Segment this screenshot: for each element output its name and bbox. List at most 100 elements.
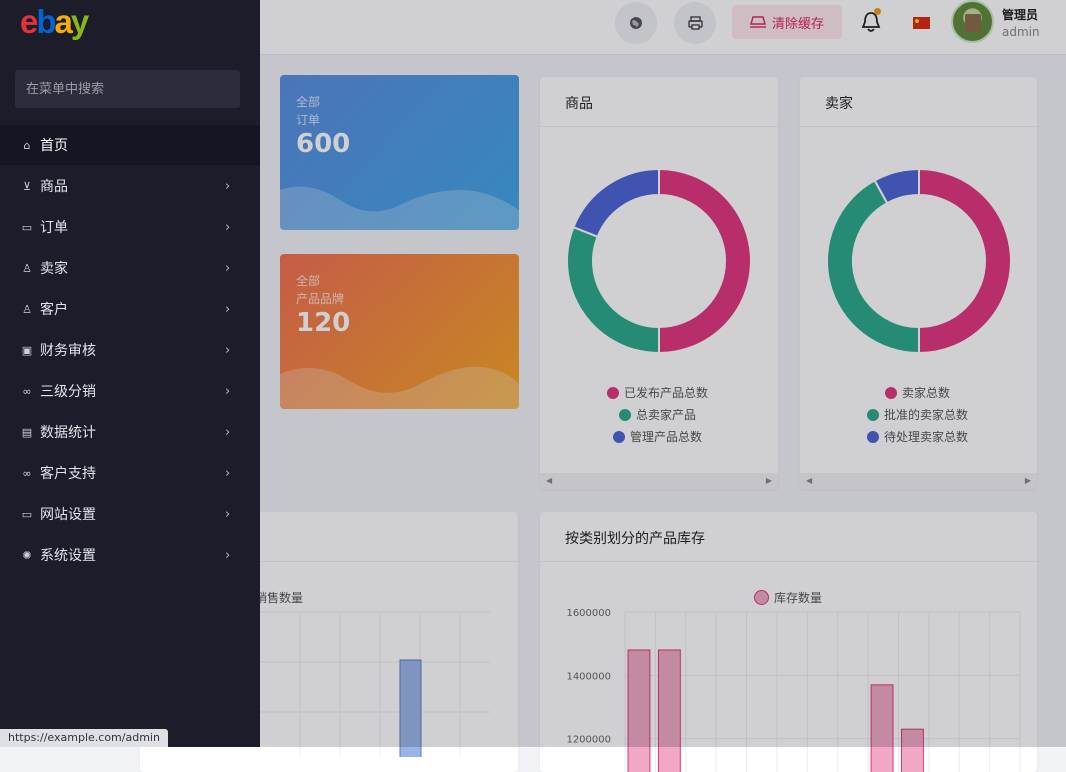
wave-decoration	[280, 186, 519, 230]
print-button[interactable]	[674, 2, 716, 44]
globe-button[interactable]	[615, 2, 657, 44]
y-tick-label: 1200000	[566, 735, 611, 746]
legend-item[interactable]: 批准的卖家总数	[867, 406, 968, 423]
scroll-right-icon[interactable]: ▶	[1024, 476, 1031, 485]
chevron-right-icon: ›	[225, 178, 231, 194]
sidebar-item[interactable]: ▣ 财务审核 ›	[0, 330, 260, 370]
horizontal-scrollbar[interactable]: ◀ ▶	[540, 473, 778, 489]
legend-dot	[613, 430, 625, 443]
home-icon: ⌂	[23, 138, 31, 152]
sidebar-item-label: 商品	[40, 179, 68, 195]
menu-search-input[interactable]	[15, 70, 240, 108]
sidebar-item-label: 客户支持	[40, 466, 96, 482]
sidebar-item[interactable]: ∞ 客户支持 ›	[0, 453, 260, 493]
notification-dot	[874, 8, 881, 15]
gear-icon: ✺	[22, 548, 32, 562]
sidebar-item-label: 首页	[40, 138, 68, 154]
legend-item[interactable]: 已发布产品总数	[607, 384, 708, 401]
donut-slice[interactable]	[658, 167, 752, 355]
donut-slice[interactable]	[918, 167, 1012, 355]
legend-item[interactable]: 管理产品总数	[613, 428, 702, 445]
sidebar-item-label: 系统设置	[40, 548, 96, 564]
logo-letter: a	[54, 3, 73, 40]
chevron-right-icon: ›	[225, 301, 231, 317]
chevron-right-icon: ›	[225, 424, 231, 440]
sidebar-item[interactable]: ♙ 卖家 ›	[0, 248, 260, 288]
donut-slice[interactable]	[826, 179, 920, 355]
users-icon: ♙	[22, 302, 32, 316]
donut-slice[interactable]	[572, 167, 660, 239]
sidebar-item-label: 网站设置	[40, 507, 96, 523]
sales-bar-chart	[230, 611, 490, 757]
legend-label: 待处理卖家总数	[884, 430, 969, 444]
sidebar-item[interactable]: ⌂ 首页	[0, 125, 260, 165]
horizontal-scrollbar[interactable]: ◀ ▶	[800, 473, 1037, 489]
chart-bar	[399, 659, 422, 757]
money-icon: ▣	[21, 343, 33, 357]
y-tick-label: 1400000	[566, 671, 611, 682]
printer-icon	[687, 16, 703, 30]
sidebar-item-label: 三级分销	[40, 384, 96, 400]
donut-slice[interactable]	[566, 225, 660, 355]
sidebar-item-label: 订单	[40, 220, 68, 236]
chart-bar[interactable]	[627, 649, 651, 772]
stock-panel: 按类别划分的产品库存 库存数量 1600000 1400000 1200000	[540, 512, 1037, 772]
donut-slice[interactable]	[873, 167, 920, 205]
sidebar-item-label: 数据统计	[40, 425, 96, 441]
total-brands-card[interactable]: 全部 产品品牌 120	[280, 254, 519, 409]
chart-bar[interactable]	[870, 684, 894, 772]
stat-caption: 产品品牌	[296, 292, 345, 306]
chart-bar[interactable]	[901, 728, 924, 772]
legend-label: 管理产品总数	[630, 430, 703, 444]
ebay-logo[interactable]: ebay	[20, 3, 89, 41]
legend-label: 库存数量	[774, 591, 823, 605]
legend-dot	[885, 386, 897, 399]
avatar[interactable]	[951, 0, 994, 43]
sidebar-item[interactable]: ▭ 订单 ›	[0, 207, 260, 247]
legend-item[interactable]: 总卖家产品	[619, 406, 696, 423]
document-icon: ▤	[21, 425, 33, 439]
products-panel: 商品 已发布产品总数 总卖家产品 管理产品总数 ◀ ▶	[540, 77, 778, 489]
sidebar-item[interactable]: ▭ 网站设置 ›	[0, 494, 260, 534]
sidebar-item[interactable]: ▤ 数据统计 ›	[0, 412, 260, 452]
legend-item[interactable]: 卖家总数	[885, 384, 950, 401]
sidebar-item-label: 客户	[40, 302, 68, 318]
chevron-right-icon: ›	[225, 506, 231, 522]
logo-letter: b	[36, 3, 56, 40]
sidebar-item[interactable]: ⊻ 商品 ›	[0, 166, 260, 206]
divider	[540, 561, 1037, 562]
chart-bar[interactable]	[657, 649, 681, 772]
sidebar: ebay ⌂ 首页 ⊻ 商品 › ▭ 订单 › ♙ 卖家 › ♙ 客户 › ▣ 财务审核 › ∞ 三级分销 › ▤ 数据统…	[0, 0, 260, 747]
legend-dot	[619, 408, 631, 421]
sidebar-item-label: 卖家	[40, 261, 68, 277]
globe-icon	[630, 17, 642, 29]
status-url: https://example.com/admin	[0, 729, 168, 747]
stat-value: 120	[296, 308, 351, 338]
chevron-right-icon: ›	[225, 219, 231, 235]
chevron-right-icon: ›	[225, 260, 231, 276]
legend-item[interactable]: 库存数量	[754, 589, 822, 606]
clear-cache-button[interactable]: 清除缓存	[732, 5, 842, 39]
legend-dot	[607, 386, 619, 399]
panel-title: 按类别划分的产品库存	[565, 531, 705, 547]
chevron-right-icon: ›	[225, 342, 231, 358]
wave-decoration	[280, 366, 519, 409]
total-orders-card[interactable]: 全部 订单 600	[280, 75, 519, 230]
legend-label: 批准的卖家总数	[884, 408, 969, 422]
sidebar-item[interactable]: ♙ 客户 ›	[0, 289, 260, 329]
chevron-right-icon: ›	[225, 383, 231, 399]
legend-item[interactable]: 待处理卖家总数	[867, 428, 968, 445]
sidebar-item-label: 财务审核	[40, 343, 96, 359]
legend-dot	[754, 590, 769, 605]
sellers-panel: 卖家 卖家总数 批准的卖家总数 待处理卖家总数 ◀ ▶	[800, 77, 1037, 489]
scroll-left-icon[interactable]: ◀	[546, 476, 553, 485]
bell-icon[interactable]	[860, 10, 882, 34]
china-flag-icon[interactable]	[913, 17, 930, 29]
scroll-right-icon[interactable]: ▶	[765, 476, 772, 485]
user-icon: ♙	[22, 261, 32, 275]
scroll-left-icon[interactable]: ◀	[806, 476, 813, 485]
y-tick-label: 1600000	[566, 608, 611, 619]
sidebar-item[interactable]: ∞ 三级分销 ›	[0, 371, 260, 411]
legend-label: 卖家总数	[902, 386, 951, 400]
sidebar-item[interactable]: ✺ 系统设置 ›	[0, 535, 260, 575]
